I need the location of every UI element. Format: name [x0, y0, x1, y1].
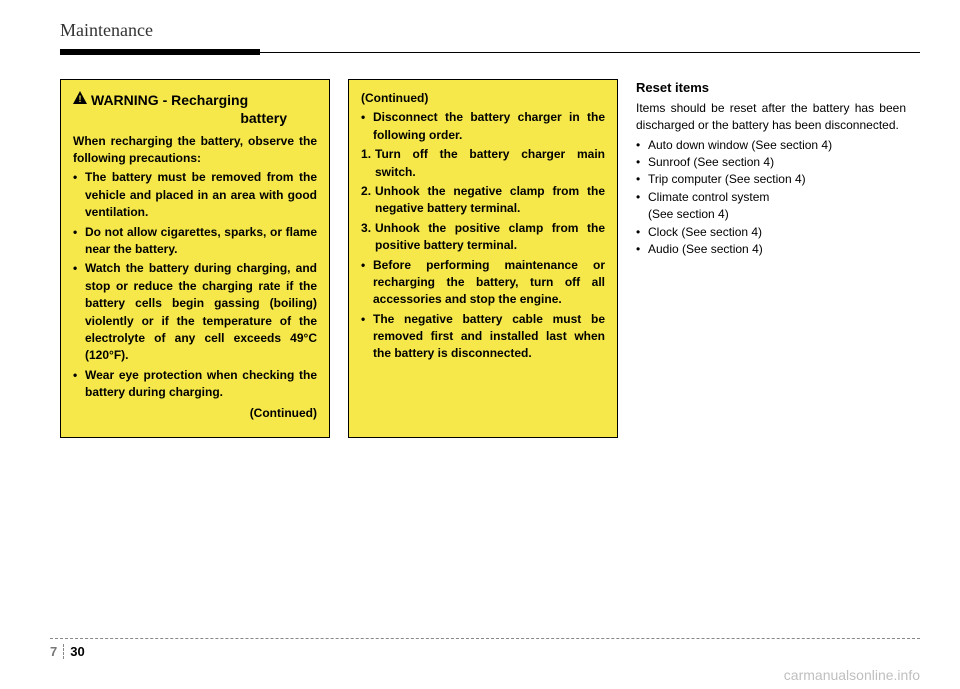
page-header: Maintenance: [60, 20, 920, 41]
reset-title: Reset items: [636, 79, 906, 98]
reset-item: Sunroof (See section 4): [636, 154, 906, 171]
continued-list-top: Disconnect the battery charger in the fo…: [361, 109, 605, 144]
continued-step: Unhook the negative clamp from the negat…: [361, 183, 605, 218]
continued-step: Unhook the positive clamp from the posit…: [361, 220, 605, 255]
watermark: carmanualsonline.info: [784, 667, 920, 683]
warning-list: The battery must be removed from the veh…: [73, 169, 317, 401]
content-columns: ! WARNING - Recharging battery When rech…: [60, 79, 920, 438]
warning-item: The battery must be removed from the veh…: [73, 169, 317, 221]
continued-item: Before performing maintenance or recharg…: [361, 257, 605, 309]
warning-subject-line2: battery: [73, 108, 317, 128]
rule-thin: [260, 52, 920, 53]
reset-list: Auto down window (See section 4) Sunroof…: [636, 137, 906, 259]
page-footer: 7 30: [50, 638, 920, 661]
continued-box: (Continued) Disconnect the battery charg…: [348, 79, 618, 438]
reset-item: Climate control system (See section 4): [636, 189, 906, 224]
warning-label: WARNING - Recharging: [91, 92, 248, 108]
section-number: 7: [50, 644, 64, 659]
warning-box: ! WARNING - Recharging battery When rech…: [60, 79, 330, 438]
warning-item: Watch the battery during charg­ing, and …: [73, 260, 317, 364]
reset-item: Clock (See section 4): [636, 224, 906, 241]
continued-step: Turn off the battery charger main switch…: [361, 146, 605, 181]
header-rule: [60, 49, 920, 55]
warning-item: Do not allow cigarettes, sparks, or flam…: [73, 224, 317, 259]
page: Maintenance ! WARNING - Recharging batte…: [0, 0, 960, 689]
reset-item-sub: (See section 4): [648, 207, 729, 221]
continued-heading: (Continued): [361, 90, 605, 107]
reset-intro: Items should be reset after the battery …: [636, 100, 906, 135]
reset-column: Reset items Items should be reset after …: [636, 79, 906, 438]
page-number: 7 30: [50, 644, 85, 659]
header-title: Maintenance: [60, 20, 153, 40]
rule-thick: [60, 49, 260, 55]
continued-item: Disconnect the battery charger in the fo…: [361, 109, 605, 144]
footer-rule: 7 30: [50, 638, 920, 661]
reset-item: Audio (See section 4): [636, 241, 906, 258]
svg-text:!: !: [79, 94, 82, 104]
reset-item-text: Climate control system: [648, 190, 769, 204]
continued-list-bottom: Before performing maintenance or recharg…: [361, 257, 605, 363]
warning-header: ! WARNING - Recharging battery: [73, 90, 317, 129]
continued-steps: Turn off the battery charger main switch…: [361, 146, 605, 254]
page-number-value: 30: [70, 644, 84, 659]
warning-continued: (Continued): [73, 405, 317, 422]
warning-intro: When recharging the battery, observe the…: [73, 133, 317, 168]
continued-item: The negative battery cable must be remov…: [361, 311, 605, 363]
warning-triangle-icon: !: [73, 91, 87, 109]
reset-item: Trip computer (See section 4): [636, 171, 906, 188]
reset-item: Auto down window (See section 4): [636, 137, 906, 154]
warning-item: Wear eye protection when check­ing the b…: [73, 367, 317, 402]
